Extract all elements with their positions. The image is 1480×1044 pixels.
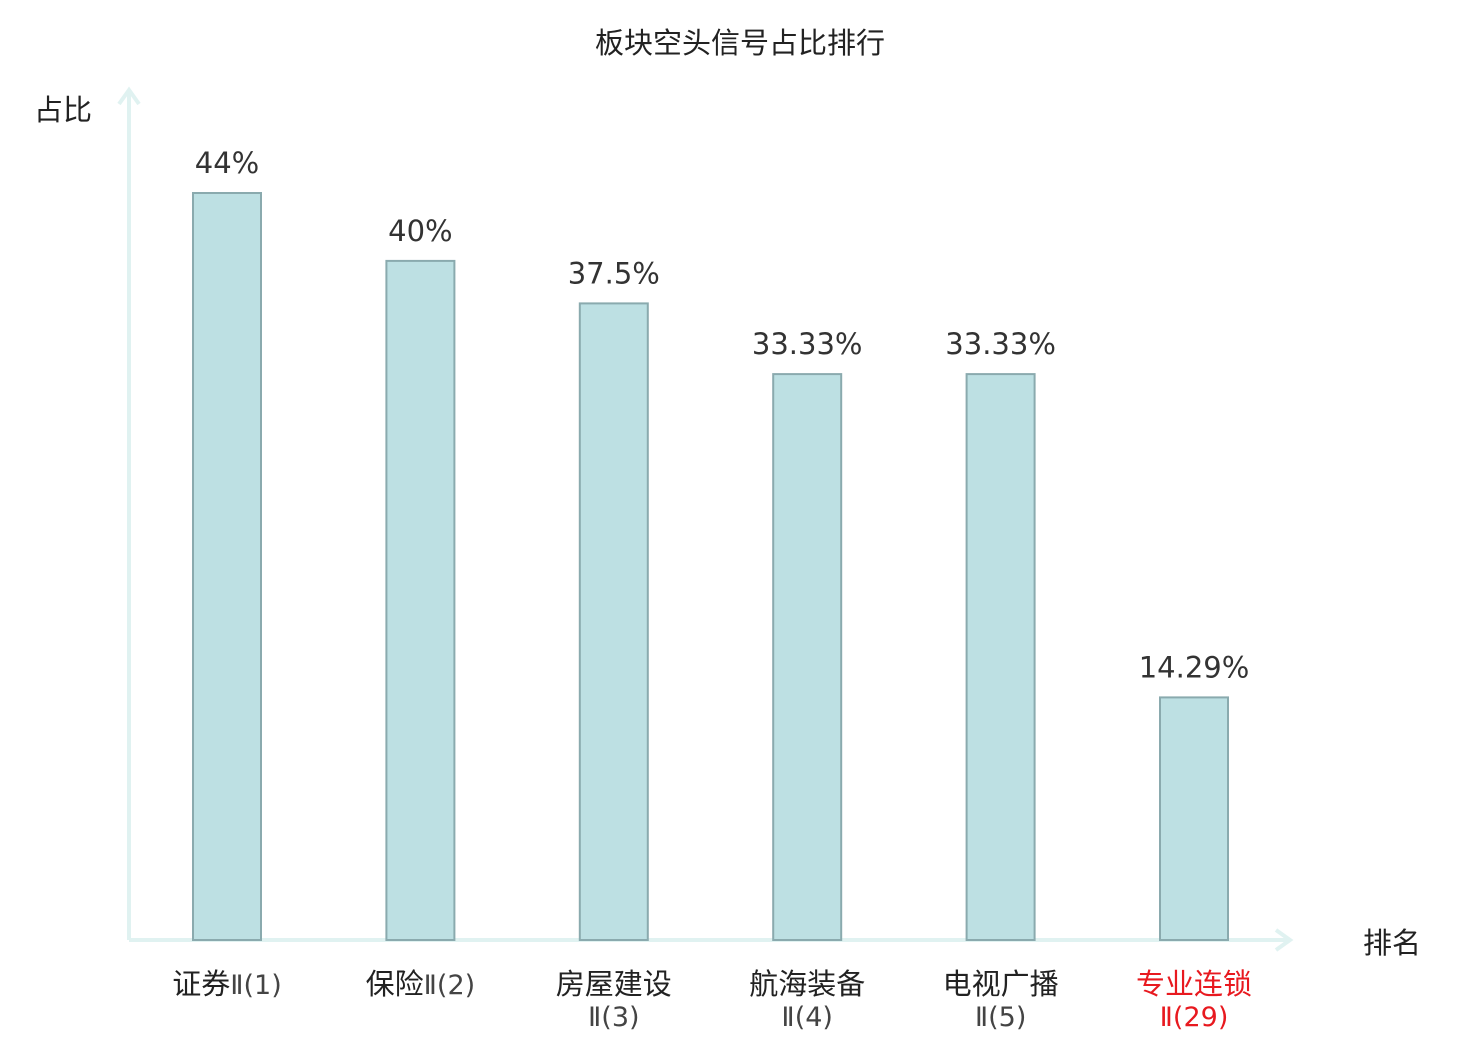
value-label-6: 14.29% [1139,650,1250,684]
axes [117,86,1294,952]
value-label-1: 44% [195,146,259,180]
bar-3 [578,302,649,941]
category-rank-3: Ⅱ(3) [588,1002,640,1033]
category-rank-2: Ⅱ(2) [424,970,476,1001]
chart-title: 板块空头信号占比排行 [595,26,885,60]
bar-1 [192,192,262,941]
x-axis-arrow [1274,928,1294,952]
category-rank-4: Ⅱ(4) [781,1002,833,1033]
value-label-3: 37.5% [568,256,660,290]
value-label-4: 33.33% [752,327,863,361]
bar-5 [965,373,1036,942]
y-axis-label: 占比 [34,93,92,127]
category-rank-1: Ⅱ(1) [230,970,282,1001]
value-label-5: 33.33% [945,327,1056,361]
value-labels-group: 44% 40% 37.5% 33.33% 33.33% 14.29% [195,146,1250,684]
category-label-1: 证券Ⅱ(1) [172,967,282,1001]
category-label-4: 航海装备 [749,967,865,1001]
category-name-1: 证券 [172,967,230,1001]
bars-group [192,192,1229,942]
bar-2 [385,259,456,941]
category-rank-5: Ⅱ(5) [975,1002,1027,1033]
category-label-3: 房屋建设 [556,967,672,1001]
category-name-2: 保险 [366,967,424,1001]
bar-6 [1159,696,1229,942]
bar-4 [772,373,843,942]
category-label-5: 电视广播 [943,967,1059,1001]
category-label-2: 保险Ⅱ(2) [366,967,476,1001]
category-rank-6: Ⅱ(29) [1160,1002,1229,1033]
x-axis-label: 排名 [1363,926,1421,960]
category-label-6: 专业连锁 [1136,967,1252,1001]
value-label-2: 40% [388,214,452,248]
y-axis-arrow [117,86,141,106]
